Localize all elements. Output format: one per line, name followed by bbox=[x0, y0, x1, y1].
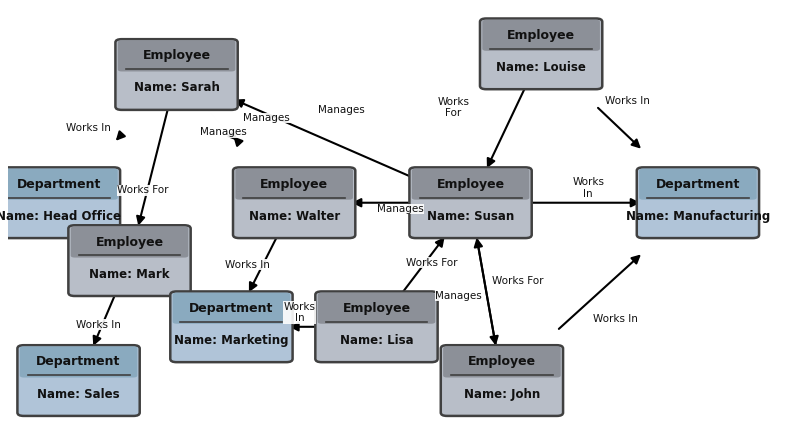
Text: Manages: Manages bbox=[318, 105, 365, 115]
Text: Name: Mark: Name: Mark bbox=[90, 268, 170, 281]
Text: Employee: Employee bbox=[260, 178, 328, 191]
Text: Manages: Manages bbox=[435, 291, 482, 301]
Text: Department: Department bbox=[36, 355, 121, 368]
Text: Works In: Works In bbox=[605, 96, 650, 106]
FancyBboxPatch shape bbox=[410, 168, 532, 238]
Text: Name: Manufacturing: Name: Manufacturing bbox=[626, 210, 770, 223]
FancyBboxPatch shape bbox=[0, 168, 120, 238]
Text: Works In: Works In bbox=[66, 123, 111, 133]
Text: Works In: Works In bbox=[76, 320, 121, 330]
FancyBboxPatch shape bbox=[118, 41, 235, 71]
Text: Manages: Manages bbox=[200, 127, 247, 138]
Text: Department: Department bbox=[656, 178, 740, 191]
FancyBboxPatch shape bbox=[70, 227, 188, 257]
FancyBboxPatch shape bbox=[173, 293, 290, 324]
FancyBboxPatch shape bbox=[637, 168, 759, 238]
Text: Employee: Employee bbox=[507, 29, 575, 42]
Text: Works For: Works For bbox=[118, 185, 169, 195]
FancyBboxPatch shape bbox=[170, 292, 293, 362]
Text: Works In: Works In bbox=[593, 314, 638, 324]
Text: Works For: Works For bbox=[492, 276, 543, 286]
Text: Name: Louise: Name: Louise bbox=[496, 61, 586, 74]
FancyBboxPatch shape bbox=[318, 293, 435, 324]
FancyBboxPatch shape bbox=[235, 169, 353, 200]
Text: Employee: Employee bbox=[342, 302, 410, 315]
FancyBboxPatch shape bbox=[18, 345, 140, 416]
FancyBboxPatch shape bbox=[115, 39, 238, 110]
Text: Name: John: Name: John bbox=[464, 387, 540, 400]
FancyBboxPatch shape bbox=[482, 20, 600, 51]
Text: Manages: Manages bbox=[243, 113, 290, 123]
Text: Department: Department bbox=[190, 302, 274, 315]
FancyBboxPatch shape bbox=[443, 346, 561, 378]
FancyBboxPatch shape bbox=[68, 225, 190, 296]
Text: Works
In: Works In bbox=[284, 302, 316, 323]
Text: Name: Walter: Name: Walter bbox=[249, 210, 340, 223]
Text: Employee: Employee bbox=[468, 355, 536, 368]
FancyBboxPatch shape bbox=[0, 169, 118, 200]
FancyBboxPatch shape bbox=[315, 292, 438, 362]
Text: Works For: Works For bbox=[406, 258, 457, 268]
Text: Department: Department bbox=[17, 178, 101, 191]
FancyBboxPatch shape bbox=[480, 19, 602, 89]
Text: Name: Sarah: Name: Sarah bbox=[134, 81, 219, 95]
FancyBboxPatch shape bbox=[441, 345, 563, 416]
Text: Employee: Employee bbox=[95, 235, 163, 249]
Text: Name: Marketing: Name: Marketing bbox=[174, 334, 289, 347]
FancyBboxPatch shape bbox=[233, 168, 355, 238]
Text: Name: Head Office: Name: Head Office bbox=[0, 210, 122, 223]
FancyBboxPatch shape bbox=[20, 346, 138, 378]
Text: Works
For: Works For bbox=[438, 97, 470, 119]
Text: Works
In: Works In bbox=[572, 178, 604, 199]
Text: Employee: Employee bbox=[437, 178, 505, 191]
Text: Manages: Manages bbox=[377, 204, 423, 214]
Text: Name: Susan: Name: Susan bbox=[427, 210, 514, 223]
Text: Name: Lisa: Name: Lisa bbox=[340, 334, 414, 347]
FancyBboxPatch shape bbox=[639, 169, 757, 200]
Text: Works In: Works In bbox=[225, 260, 270, 270]
Text: Name: Sales: Name: Sales bbox=[38, 387, 120, 400]
FancyBboxPatch shape bbox=[412, 169, 530, 200]
Text: Employee: Employee bbox=[142, 49, 210, 62]
